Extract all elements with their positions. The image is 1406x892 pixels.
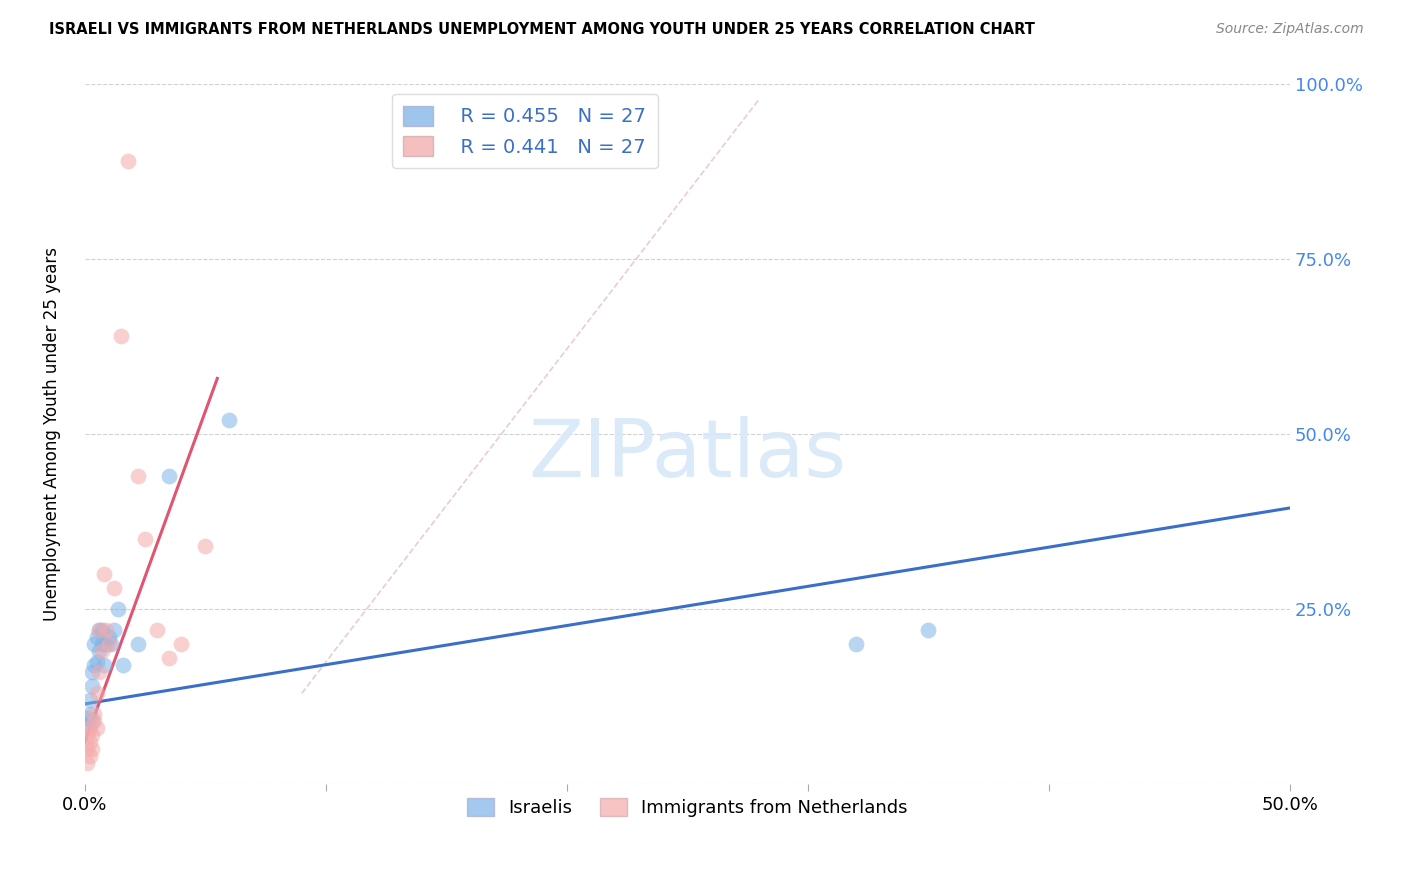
Point bbox=[110, 329, 132, 343]
Point bbox=[146, 624, 169, 638]
Point bbox=[218, 413, 240, 427]
Point bbox=[86, 686, 108, 700]
Point bbox=[127, 637, 149, 651]
Point bbox=[157, 651, 180, 665]
Text: ISRAELI VS IMMIGRANTS FROM NETHERLANDS UNEMPLOYMENT AMONG YOUTH UNDER 25 YEARS C: ISRAELI VS IMMIGRANTS FROM NETHERLANDS U… bbox=[49, 22, 1035, 37]
Point bbox=[86, 655, 108, 669]
Point bbox=[157, 469, 180, 483]
Point bbox=[90, 644, 112, 658]
Point bbox=[917, 624, 939, 638]
Point bbox=[89, 624, 111, 638]
Point bbox=[89, 624, 111, 638]
Point bbox=[76, 756, 98, 771]
Point bbox=[93, 658, 115, 673]
Text: ZIPatlas: ZIPatlas bbox=[529, 417, 846, 494]
Point bbox=[76, 742, 98, 756]
Point bbox=[100, 637, 122, 651]
Text: Source: ZipAtlas.com: Source: ZipAtlas.com bbox=[1216, 22, 1364, 37]
Point bbox=[96, 637, 118, 651]
Point bbox=[80, 714, 103, 729]
Point bbox=[90, 637, 112, 651]
Y-axis label: Unemployment Among Youth under 25 years: Unemployment Among Youth under 25 years bbox=[44, 247, 60, 622]
Point bbox=[80, 665, 103, 680]
Point bbox=[76, 728, 98, 742]
Point bbox=[96, 624, 118, 638]
Point bbox=[83, 658, 105, 673]
Point bbox=[97, 631, 120, 645]
Point bbox=[103, 582, 125, 596]
Point bbox=[86, 722, 108, 736]
Point bbox=[127, 469, 149, 483]
Point bbox=[80, 728, 103, 742]
Point bbox=[89, 665, 111, 680]
Point bbox=[194, 540, 217, 554]
Point bbox=[80, 742, 103, 756]
Point bbox=[170, 637, 193, 651]
Point bbox=[134, 533, 156, 547]
Point bbox=[90, 624, 112, 638]
Point bbox=[79, 735, 101, 749]
Point bbox=[79, 693, 101, 707]
Point bbox=[117, 154, 139, 169]
Point bbox=[103, 624, 125, 638]
Point bbox=[845, 637, 868, 651]
Point bbox=[79, 707, 101, 722]
Point bbox=[107, 602, 129, 616]
Point bbox=[80, 680, 103, 694]
Point bbox=[86, 631, 108, 645]
Point bbox=[83, 707, 105, 722]
Point bbox=[93, 567, 115, 582]
Point bbox=[97, 637, 120, 651]
Point bbox=[83, 637, 105, 651]
Point bbox=[76, 711, 98, 725]
Point bbox=[76, 718, 98, 732]
Point bbox=[89, 644, 111, 658]
Point bbox=[79, 749, 101, 764]
Point bbox=[83, 714, 105, 729]
Point bbox=[112, 658, 135, 673]
Legend: Israelis, Immigrants from Netherlands: Israelis, Immigrants from Netherlands bbox=[460, 790, 915, 824]
Point bbox=[79, 722, 101, 736]
